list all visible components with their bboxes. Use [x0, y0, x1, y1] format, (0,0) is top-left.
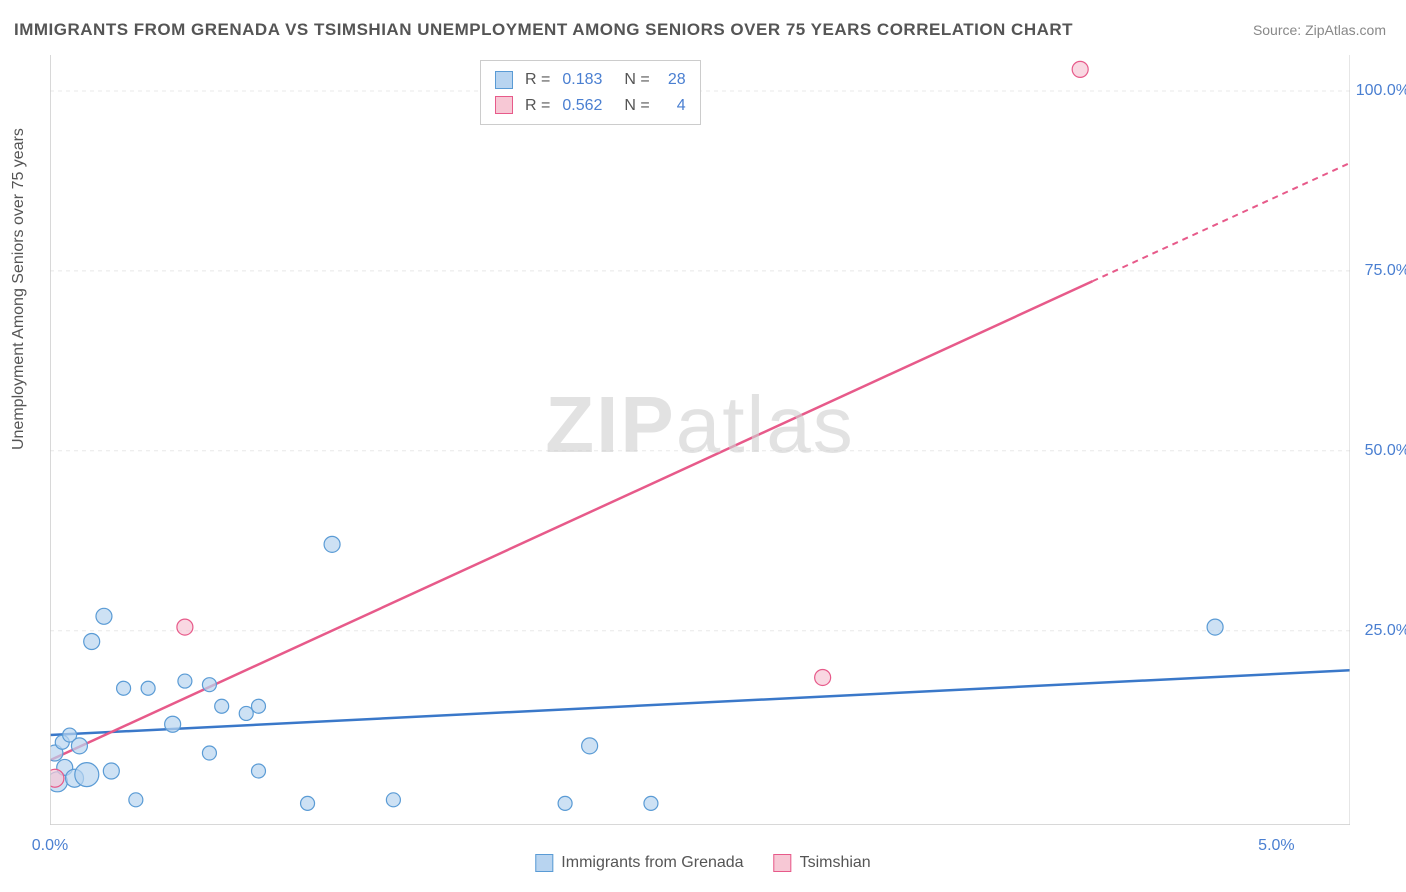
y-axis-label: Unemployment Among Seniors over 75 years	[10, 128, 28, 450]
n-label: N =	[624, 93, 649, 119]
legend-label: Tsimshian	[800, 854, 871, 872]
scatter-plot-svg	[50, 55, 1350, 825]
source-label: Source: ZipAtlas.com	[1253, 22, 1386, 38]
n-value-grenada: 28	[662, 67, 686, 93]
chart-title: IMMIGRANTS FROM GRENADA VS TSIMSHIAN UNE…	[14, 20, 1073, 40]
legend-item-grenada: Immigrants from Grenada	[535, 854, 743, 872]
y-tick-label: 50.0%	[1365, 442, 1406, 460]
legend-swatch-icon	[774, 854, 792, 872]
n-value-tsimshian: 4	[662, 93, 686, 119]
series-legend: Immigrants from Grenada Tsimshian	[535, 854, 870, 872]
legend-label: Immigrants from Grenada	[561, 854, 743, 872]
r-label: R =	[525, 93, 550, 119]
x-tick-label: 0.0%	[32, 837, 68, 855]
y-tick-label: 100.0%	[1356, 82, 1406, 100]
r-label: R =	[525, 67, 550, 93]
legend-swatch-tsimshian	[495, 96, 513, 114]
n-label: N =	[624, 67, 649, 93]
legend-row-grenada: R = 0.183 N = 28	[495, 67, 686, 93]
x-tick-label: 5.0%	[1258, 837, 1294, 855]
r-value-grenada: 0.183	[562, 67, 612, 93]
y-tick-label: 25.0%	[1365, 622, 1406, 640]
correlation-legend: R = 0.183 N = 28 R = 0.562 N = 4	[480, 60, 701, 125]
y-tick-label: 75.0%	[1365, 262, 1406, 280]
legend-row-tsimshian: R = 0.562 N = 4	[495, 93, 686, 119]
r-value-tsimshian: 0.562	[562, 93, 612, 119]
chart-area: ZIPatlas 25.0%50.0%75.0%100.0% 0.0%5.0%	[50, 55, 1350, 825]
legend-swatch-icon	[535, 854, 553, 872]
legend-swatch-grenada	[495, 71, 513, 89]
legend-item-tsimshian: Tsimshian	[774, 854, 871, 872]
